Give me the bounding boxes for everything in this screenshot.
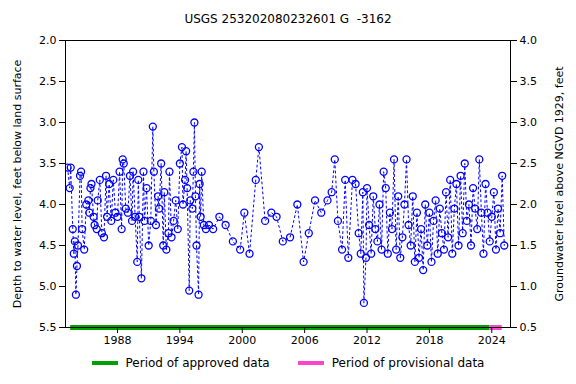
html-text:Period of approved data: Period of approved data [125, 356, 270, 370]
svg-text:1994: 1994 [166, 334, 194, 347]
svg-text:USGS 253202080232601 G -3162: USGS 253202080232601 G -3162 [184, 12, 391, 26]
svg-text:2012: 2012 [353, 334, 381, 347]
svg-text:5.5: 5.5 [39, 321, 57, 334]
svg-text:Groundwater level above NGVD 1: Groundwater level above NGVD 1929, feet [553, 66, 566, 302]
svg-text:3.5: 3.5 [520, 75, 538, 88]
svg-text:2006: 2006 [291, 334, 319, 347]
svg-text:1.5: 1.5 [520, 239, 538, 252]
svg-text:2024: 2024 [478, 334, 506, 347]
svg-text:4.5: 4.5 [39, 239, 57, 252]
svg-text:2000: 2000 [228, 334, 256, 347]
svg-text:2.5: 2.5 [520, 157, 538, 170]
svg-text:2.0: 2.0 [520, 198, 538, 211]
svg-text:2.0: 2.0 [39, 34, 57, 47]
svg-text:0.5: 0.5 [520, 321, 538, 334]
svg-text:2.5: 2.5 [39, 75, 57, 88]
svg-text:3.5: 3.5 [39, 157, 57, 170]
svg-text:4.0: 4.0 [520, 34, 538, 47]
svg-text:4.0: 4.0 [39, 198, 57, 211]
svg-text:Depth to water level, feet bel: Depth to water level, feet below land su… [11, 59, 24, 308]
svg-text:1.0: 1.0 [520, 280, 538, 293]
svg-text:3.0: 3.0 [39, 116, 57, 129]
svg-text:2018: 2018 [415, 334, 443, 347]
svg-text:3.0: 3.0 [520, 116, 538, 129]
html-text:Period of provisional data: Period of provisional data [331, 356, 485, 370]
svg-text:5.0: 5.0 [39, 280, 57, 293]
svg-text:1988: 1988 [103, 334, 131, 347]
